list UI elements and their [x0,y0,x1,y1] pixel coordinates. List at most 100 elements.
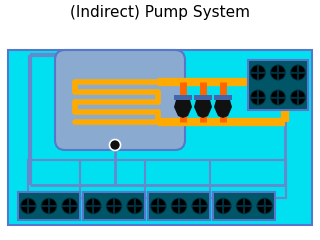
Wedge shape [42,199,49,206]
Bar [213,192,275,220]
Wedge shape [278,97,285,104]
Wedge shape [151,206,158,213]
Bar [174,95,192,100]
Polygon shape [174,100,192,118]
Wedge shape [200,206,207,213]
Bar [148,192,210,220]
Circle shape [92,204,95,208]
Wedge shape [251,66,258,72]
Wedge shape [21,199,28,206]
Circle shape [222,204,225,208]
Wedge shape [298,66,305,72]
Circle shape [150,198,167,214]
Wedge shape [271,66,278,72]
Wedge shape [114,206,121,213]
Wedge shape [158,199,165,206]
Wedge shape [151,199,158,206]
Circle shape [250,65,266,80]
Circle shape [250,90,266,106]
Circle shape [113,204,116,208]
FancyBboxPatch shape [55,50,185,150]
Circle shape [276,71,279,74]
Circle shape [270,90,286,106]
Circle shape [215,198,232,214]
Wedge shape [258,206,265,213]
Circle shape [157,204,160,208]
Wedge shape [70,199,77,206]
Circle shape [109,139,121,150]
Wedge shape [49,206,56,213]
Wedge shape [62,199,70,206]
Wedge shape [237,199,244,206]
Circle shape [297,71,300,74]
Circle shape [290,90,306,106]
Circle shape [61,198,78,214]
Bar [248,60,308,110]
Wedge shape [258,199,265,206]
Circle shape [47,204,51,208]
Wedge shape [179,206,186,213]
Text: (Indirect) Pump System: (Indirect) Pump System [70,5,250,19]
Polygon shape [214,100,232,118]
Wedge shape [298,97,305,104]
Wedge shape [158,206,165,213]
Wedge shape [135,199,142,206]
Circle shape [263,204,266,208]
Circle shape [68,204,71,208]
Wedge shape [251,90,258,97]
Wedge shape [93,199,100,206]
Wedge shape [258,97,265,104]
Wedge shape [93,206,100,213]
Circle shape [290,65,306,80]
Circle shape [191,198,208,214]
Wedge shape [223,199,230,206]
Wedge shape [291,72,298,79]
Wedge shape [127,199,135,206]
Circle shape [243,204,245,208]
Wedge shape [271,72,278,79]
Wedge shape [298,90,305,97]
Wedge shape [251,97,258,104]
Wedge shape [244,199,251,206]
Wedge shape [86,199,93,206]
Wedge shape [244,206,251,213]
Circle shape [126,198,143,214]
Circle shape [270,65,286,80]
Circle shape [20,198,36,214]
Circle shape [276,96,279,99]
Circle shape [198,204,201,208]
Wedge shape [291,90,298,97]
Circle shape [256,198,273,214]
Circle shape [257,71,260,74]
Wedge shape [291,97,298,104]
Bar [28,160,286,198]
Wedge shape [216,199,223,206]
Wedge shape [271,90,278,97]
Wedge shape [278,90,285,97]
Circle shape [133,204,136,208]
Wedge shape [237,206,244,213]
Circle shape [297,96,300,99]
Wedge shape [265,206,272,213]
Wedge shape [114,199,121,206]
Bar [83,192,145,220]
Wedge shape [28,206,36,213]
Wedge shape [258,72,265,79]
Wedge shape [86,206,93,213]
Circle shape [85,198,102,214]
Wedge shape [278,72,285,79]
Wedge shape [291,66,298,72]
Wedge shape [49,199,56,206]
Wedge shape [223,206,230,213]
Wedge shape [172,206,179,213]
Circle shape [106,198,122,214]
Wedge shape [172,199,179,206]
Wedge shape [135,206,142,213]
Bar [18,192,80,220]
Wedge shape [265,199,272,206]
Bar [214,95,232,100]
Circle shape [41,198,57,214]
Wedge shape [192,206,200,213]
Circle shape [257,96,260,99]
Wedge shape [200,199,207,206]
